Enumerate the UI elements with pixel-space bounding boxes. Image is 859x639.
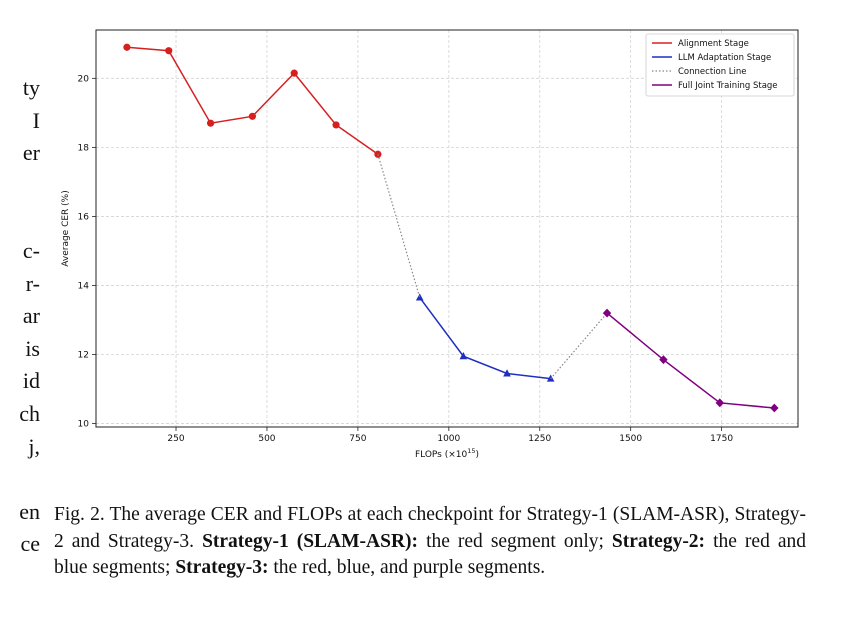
x-tick-label: 500	[258, 434, 275, 444]
strategy-3-label: Strategy-3:	[175, 557, 269, 578]
y-tick-label: 12	[78, 351, 89, 361]
x-axis-label: FLOPs (×1015)	[415, 447, 479, 460]
text-line: ar	[22, 303, 40, 329]
caption-prefix: Fig. 2. The average CER and FLOPs at eac…	[54, 504, 806, 552]
legend-entry: Full Joint Training Stage	[678, 81, 778, 91]
full-joint-training-stage-line	[606, 312, 775, 409]
series-lines	[123, 43, 779, 413]
diamond-marker	[715, 398, 724, 408]
text-line: ty	[22, 75, 40, 100]
llm-adaptation-stage-line	[419, 297, 551, 380]
x-tick-label: 1500	[619, 434, 642, 444]
x-tick-label: 1000	[437, 434, 460, 444]
alignment-stage-line	[126, 46, 379, 155]
triangle-marker	[459, 352, 468, 360]
circle-marker	[290, 69, 298, 77]
x-tick-label: 1750	[710, 434, 733, 444]
legend-box	[645, 33, 795, 97]
x-tick-label: 750	[349, 434, 366, 444]
axis-ticks: 250 500 750 1000 1250 1500 1750 10 12 14 16 18 20	[78, 74, 734, 444]
diamond-marker	[659, 355, 668, 365]
text-line: j,	[28, 433, 40, 459]
text-line: en	[19, 498, 40, 524]
y-tick-label: 20	[78, 74, 90, 84]
strategy-2-label: Strategy-2:	[611, 530, 706, 552]
cer-flops-chart: 250 500 750 1000 1250 1500 1750 10 12 14 16 18 20 FL…	[61, 29, 799, 460]
y-tick-label: 10	[78, 420, 90, 430]
strategy-2-text: the red and blue segments;	[54, 530, 806, 579]
text-line: I	[32, 107, 40, 133]
x-tick-label: 250	[167, 434, 184, 444]
circle-marker	[332, 121, 340, 129]
circle-marker	[206, 119, 215, 127]
strategy-1-text: the red segment only;	[418, 530, 612, 552]
text-line: r-	[25, 270, 40, 296]
y-axis-label: Average CER (%)	[61, 190, 71, 266]
legend-entry: Connection Line	[678, 67, 747, 77]
figure-caption: Fig. 2. The average CER and FLOPs at eac…	[54, 502, 806, 582]
y-tick-label: 16	[78, 212, 90, 222]
connection-line-segment	[377, 154, 421, 298]
legend-entry: LLM Adaptation Stage	[678, 53, 771, 63]
triangle-marker	[503, 369, 511, 377]
text-line: id	[22, 368, 40, 394]
diamond-marker	[602, 308, 612, 318]
text-line: ch	[19, 400, 40, 426]
triangle-marker	[415, 293, 424, 301]
text-line: ce	[20, 531, 40, 557]
connection-line-segment	[550, 312, 608, 380]
y-tick-label: 14	[78, 281, 90, 291]
text-line: er	[22, 140, 40, 166]
strategy-1-label: Strategy-1 (SLAM-ASR):	[202, 530, 419, 552]
left-column-text-fragment: ty I er c- r- ar is id ch j, en ce	[0, 72, 40, 561]
text-line: is	[25, 335, 40, 361]
circle-marker	[123, 43, 131, 51]
circle-marker	[165, 47, 173, 55]
circle-marker	[248, 112, 257, 120]
plot-frame	[95, 29, 799, 428]
x-tick-label: 1250	[528, 434, 551, 444]
diamond-marker	[770, 403, 779, 413]
y-tick-label: 18	[78, 143, 90, 153]
text-line: c-	[22, 237, 40, 263]
legend-entry: Alignment Stage	[678, 39, 749, 49]
legend: Alignment Stage LLM Adaptation Stage Conne…	[645, 33, 795, 97]
strategy-3-text: the red, blue, and purple segments.	[268, 557, 546, 578]
